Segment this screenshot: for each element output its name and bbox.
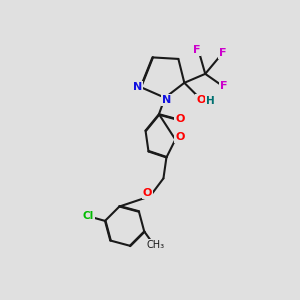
Text: H: H bbox=[206, 96, 215, 106]
Text: F: F bbox=[193, 45, 200, 55]
Text: F: F bbox=[220, 81, 227, 91]
Text: F: F bbox=[219, 48, 227, 58]
Text: O: O bbox=[143, 188, 152, 198]
Text: O: O bbox=[175, 132, 184, 142]
Text: N: N bbox=[133, 82, 142, 92]
Text: Cl: Cl bbox=[83, 212, 94, 221]
Text: CH₃: CH₃ bbox=[146, 240, 165, 250]
Text: O: O bbox=[175, 114, 184, 124]
Text: N: N bbox=[162, 95, 171, 105]
Text: O: O bbox=[196, 95, 206, 105]
